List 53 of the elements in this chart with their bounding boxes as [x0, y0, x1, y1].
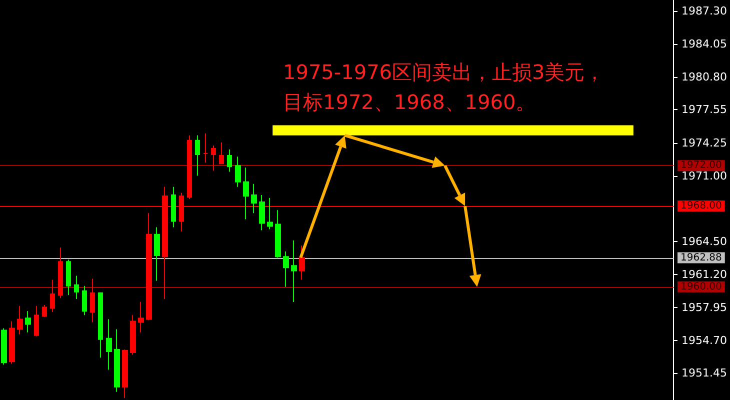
candlestick	[130, 314, 136, 356]
candlestick	[219, 142, 224, 164]
candlestick	[98, 292, 103, 358]
annotation: 目标1972、1968、1960。	[283, 90, 536, 114]
y-tick-label: 1977.55	[682, 103, 728, 116]
candlestick	[58, 246, 63, 298]
candlestick	[235, 156, 241, 188]
candlestick	[154, 226, 160, 282]
candlestick	[227, 148, 232, 172]
candlestick	[171, 186, 176, 228]
y-tick-label: 1984.05	[682, 37, 728, 50]
candlestick	[259, 194, 265, 231]
y-tick-label: 1954.70	[682, 334, 728, 347]
candlestick	[243, 167, 249, 220]
annotation: 1975-1976区间卖出，止损3美元，	[283, 60, 605, 84]
candlestick	[17, 306, 23, 335]
candlestick	[82, 285, 87, 316]
ref-line-label: 1960.00	[680, 281, 722, 292]
ref-line-label: 1962.88	[680, 252, 722, 264]
y-tick-label: 1951.45	[682, 366, 728, 380]
candlestick	[203, 132, 208, 164]
y-tick-label: 1964.50	[682, 234, 728, 248]
candlestick	[9, 320, 15, 364]
y-tick-label: 1957.95	[682, 301, 728, 314]
candlestick	[66, 259, 71, 296]
candlestick	[211, 144, 216, 172]
candlestick	[251, 183, 257, 214]
y-tick-label: 1987.30	[682, 4, 728, 18]
candlestick	[138, 302, 144, 333]
candlestick	[291, 240, 297, 303]
candlestick	[42, 304, 47, 318]
candlestick	[114, 328, 120, 392]
candlestick	[195, 134, 200, 176]
ref-line-label: 1968.00	[680, 200, 722, 212]
y-tick-label: 1971.00	[682, 169, 728, 182]
y-tick-label: 1974.25	[682, 136, 728, 150]
candlestick	[74, 275, 79, 300]
candlestick	[1, 328, 7, 366]
candlestick	[34, 306, 39, 337]
ref-line-label: 1972.00	[680, 160, 722, 172]
candlestick	[283, 251, 289, 288]
y-tick-label: 1980.80	[682, 70, 728, 84]
candlestick	[267, 197, 273, 230]
y-tick-label: 1961.20	[682, 268, 728, 282]
candlestick	[187, 134, 192, 200]
candlestick	[275, 210, 281, 258]
candlestick	[25, 310, 31, 333]
candlestick	[122, 348, 128, 398]
candlestick	[90, 278, 95, 323]
candlestick	[146, 212, 152, 321]
candlestick	[106, 318, 112, 370]
candlestick	[50, 279, 55, 313]
candlestick	[299, 244, 305, 280]
